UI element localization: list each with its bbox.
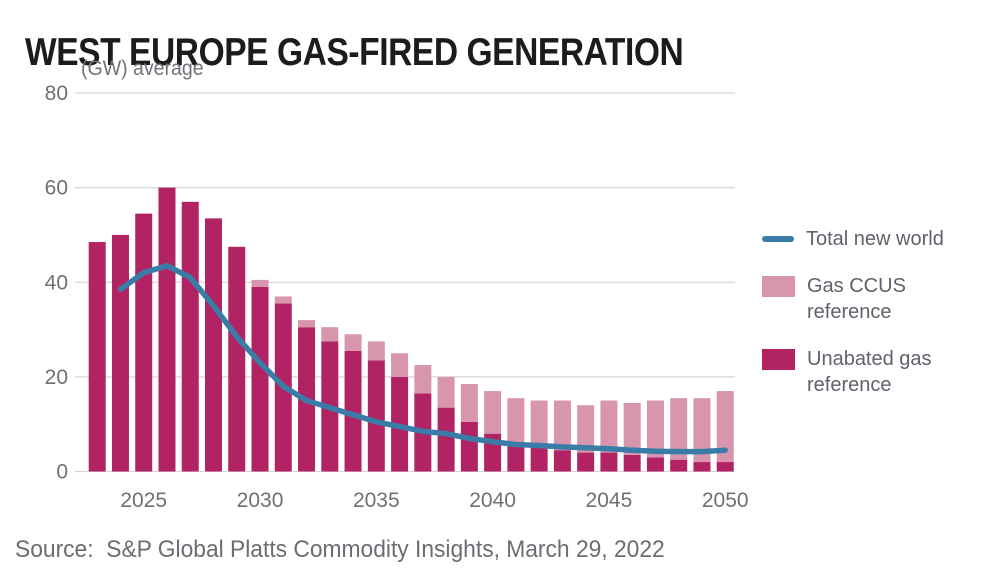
bar-unabated-2038: [437, 407, 455, 472]
bar-unabated-2035: [367, 360, 385, 472]
bar-ccus-2039: [460, 383, 478, 422]
bar-ccus-2035: [367, 341, 385, 361]
y-tick-label-20: 20: [45, 366, 68, 389]
bar-ccus-2036: [391, 353, 409, 377]
bar-ccus-2034: [344, 334, 362, 351]
bar-ccus-2044: [577, 405, 595, 453]
legend-item-unabated-gas-reference: Unabated gas reference: [762, 346, 972, 398]
bar-unabated-2041: [507, 445, 525, 472]
legend-item-gas-ccus-reference: Gas CCUS reference: [762, 273, 972, 325]
bar-unabated-2026: [158, 187, 176, 472]
bar-ccus-2047: [646, 400, 664, 458]
bar-unabated-2039: [460, 421, 478, 472]
y-tick-label-80: 80: [45, 82, 68, 105]
bar-ccus-2040: [484, 391, 502, 434]
bar-unabated-2048: [670, 459, 688, 472]
source-note: Source: S&P Global Platts Commodity Insi…: [15, 536, 665, 563]
axis-unit-label: (GW) average: [81, 57, 204, 80]
legend-line-swatch-icon: [762, 236, 794, 242]
bar-ccus-2030: [251, 279, 269, 287]
bar-ccus-2043: [553, 400, 571, 451]
x-tick-label-2030: 2030: [237, 489, 284, 512]
bar-ccus-2050: [716, 391, 734, 463]
y-tick-label-0: 0: [56, 461, 68, 484]
legend-square-swatch-icon: [762, 349, 795, 370]
bar-unabated-2044: [577, 452, 595, 472]
y-tick-label-60: 60: [45, 177, 68, 200]
bar-ccus-2048: [670, 398, 688, 460]
chart-title: WEST EUROPE GAS-FIRED GENERATION: [25, 31, 684, 75]
bar-unabated-2047: [646, 457, 664, 472]
x-tick-label-2045: 2045: [586, 489, 633, 512]
bar-unabated-2030: [251, 286, 269, 472]
bar-unabated-2043: [553, 450, 571, 472]
legend-label: Unabated gas reference: [807, 348, 932, 396]
bar-ccus-2045: [600, 400, 618, 453]
bar-ccus-2031: [274, 296, 292, 304]
y-tick-label-40: 40: [45, 271, 68, 294]
chart-legend: Total new world Gas CCUS reference Unaba…: [762, 226, 972, 419]
bar-ccus-2037: [414, 365, 432, 394]
bar-unabated-2050: [716, 462, 734, 472]
x-tick-label-2025: 2025: [120, 489, 167, 512]
x-tick-label-2050: 2050: [702, 489, 749, 512]
legend-label: Total new world: [806, 228, 944, 250]
bar-ccus-2038: [437, 376, 455, 408]
bar-unabated-2025: [135, 213, 153, 472]
bar-ccus-2041: [507, 398, 525, 446]
bar-unabated-2049: [693, 462, 711, 472]
bar-unabated-2045: [600, 452, 618, 472]
bar-ccus-2032: [298, 320, 316, 328]
x-tick-label-2035: 2035: [353, 489, 400, 512]
legend-item-total-new-world: Total new world: [762, 226, 972, 252]
bar-unabated-2028: [205, 218, 222, 472]
bar-ccus-2042: [530, 400, 548, 448]
bar-unabated-2024: [111, 234, 129, 472]
legend-label: Gas CCUS reference: [807, 275, 906, 323]
trend-line-total-new-world: [117, 262, 728, 455]
x-tick-label-2040: 2040: [469, 489, 516, 512]
bar-ccus-2046: [623, 402, 641, 455]
bar-ccus-2033: [321, 327, 339, 342]
legend-square-swatch-icon: [762, 276, 795, 297]
bar-unabated-2046: [623, 454, 641, 472]
bar-unabated-2023: [88, 242, 106, 472]
bar-unabated-2042: [530, 447, 548, 472]
bar-unabated-2034: [344, 350, 362, 472]
bar-unabated-2027: [181, 201, 199, 472]
bar-unabated-2029: [228, 246, 246, 472]
bar-ccus-2049: [693, 398, 711, 463]
